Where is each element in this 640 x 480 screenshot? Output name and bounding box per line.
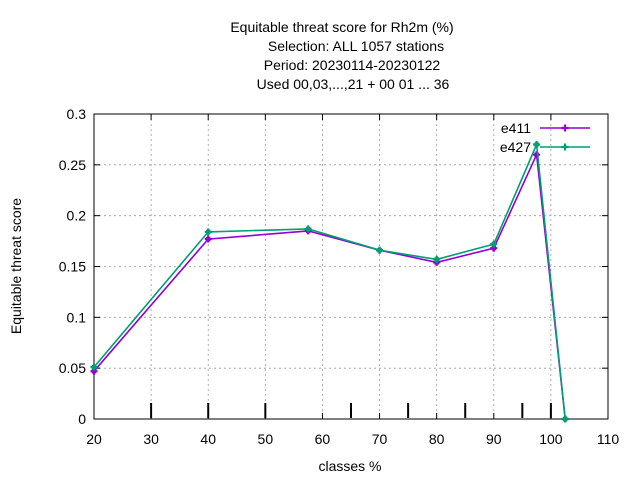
legend-swatch-marker	[561, 124, 569, 132]
x-tick-label: 100	[539, 431, 563, 447]
x-tick-label: 40	[200, 431, 216, 447]
x-tick-label: 30	[143, 431, 159, 447]
x-tick-label: 70	[372, 431, 388, 447]
legend: e411 e427	[500, 120, 590, 155]
x-tick-label: 80	[429, 431, 445, 447]
y-axis-label: Equitable threat score	[8, 198, 24, 334]
grid	[94, 114, 608, 419]
chart-title: Equitable threat score for Rh2m (%) Sele…	[230, 19, 453, 92]
data-point-core	[91, 369, 97, 374]
x-tick-label: 60	[315, 431, 331, 447]
y-tick-label: 0.2	[67, 208, 87, 224]
y-tick-label: 0.1	[67, 309, 87, 325]
title-line-3: Period: 20230114-20230122	[264, 57, 441, 73]
title-line-4: Used 00,03,...,21 + 00 01 ... 36	[257, 76, 450, 92]
data-point-core	[206, 229, 211, 235]
title-line-1: Equitable threat score for Rh2m (%)	[230, 19, 453, 35]
y-tick-label: 0.15	[59, 259, 86, 275]
data-point-core	[562, 416, 568, 422]
x-tick-label: 50	[258, 431, 274, 447]
y-tick-label: 0	[78, 411, 86, 427]
x-tick-label: 20	[86, 431, 102, 447]
y-tick-label: 0.3	[67, 106, 87, 122]
x-tick-label: 90	[486, 431, 502, 447]
title-line-2: Selection: ALL 1057 stations	[268, 38, 444, 54]
data-point-core	[491, 241, 496, 247]
x-tick-label: 110	[597, 431, 620, 447]
data-point-core	[206, 236, 211, 242]
data-point-core	[491, 246, 496, 251]
legend-swatch-marker	[561, 143, 569, 151]
data-point-core	[91, 364, 97, 370]
series-line	[93, 151, 566, 420]
legend-label: e427	[500, 139, 531, 155]
data-point-core	[434, 257, 439, 262]
data-point-core	[305, 226, 311, 232]
data-point-core	[534, 152, 539, 157]
series-e427	[90, 141, 569, 423]
x-axis-label: classes %	[318, 458, 381, 474]
y-tick-label: 0.05	[59, 360, 86, 376]
legend-label: e411	[501, 120, 531, 136]
axes: 0 0.05 0.1 0.15 0.2 0.25 0.3 20 30 40 50 60 70 80 90 10…	[59, 106, 620, 447]
series-line	[93, 141, 566, 420]
data-point-core	[377, 248, 382, 253]
series-layer	[90, 141, 569, 423]
data-point-core	[534, 142, 539, 147]
y-tick-label: 0.25	[59, 157, 86, 173]
